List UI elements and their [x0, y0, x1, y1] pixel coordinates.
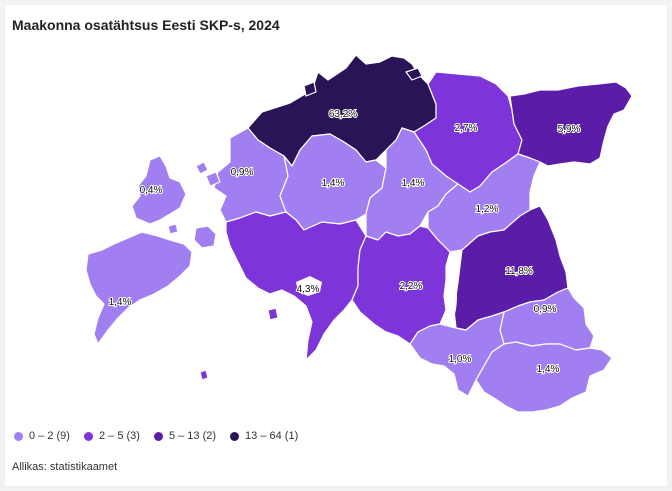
map-title: Maakonna osatähtsus Eesti SKP-s, 2024 — [12, 17, 280, 33]
legend-item[interactable]: 13 – 64 (1) — [230, 430, 298, 442]
legend-swatch — [230, 431, 240, 441]
label-viljandi: 2,2% — [400, 281, 423, 292]
legend-swatch — [83, 431, 93, 441]
legend-label: 13 – 64 (1) — [245, 430, 299, 442]
label-voru: 1,4% — [537, 364, 560, 375]
label-jarva: 1,4% — [402, 178, 425, 189]
county-hiiu[interactable] — [131, 155, 187, 225]
label-parnu: 4,3% — [297, 284, 320, 295]
lake-parnu-bay — [296, 276, 322, 296]
label-ida-viru: 5,9% — [558, 124, 581, 135]
label-hiiu: 0,4% — [140, 185, 163, 196]
label-laane-viru: 2,7% — [455, 123, 478, 134]
label-harju: 63,2% — [329, 109, 357, 120]
county-saare-islands — [167, 223, 217, 249]
county-harju-islands — [303, 67, 423, 97]
label-rapla: 1,4% — [322, 178, 345, 189]
county-laane-islands — [195, 161, 221, 187]
legend-swatch — [153, 431, 163, 441]
legend-label: 5 – 13 (2) — [168, 430, 217, 442]
label-tartu: 11,8% — [505, 266, 533, 277]
legend-label: 2 – 5 (3) — [98, 430, 140, 442]
legend-item[interactable]: 5 – 13 (2) — [153, 430, 217, 442]
lake-vortsjarv — [445, 272, 457, 320]
county-jarva[interactable] — [365, 127, 459, 241]
legend: 0 – 2 (9) 2 – 5 (3) 5 – 13 (2) 13 – 64 (… — [14, 430, 298, 442]
legend-item[interactable]: 2 – 5 (3) — [83, 430, 140, 442]
county-saare[interactable] — [85, 231, 193, 345]
label-jogeva: 1,2% — [476, 204, 499, 215]
county-parnu[interactable] — [225, 211, 367, 361]
label-saare: 1,4% — [109, 297, 132, 308]
county-viljandi[interactable] — [351, 225, 451, 345]
label-polva: 0,9% — [534, 304, 557, 315]
legend-swatch — [14, 431, 23, 441]
county-voru[interactable] — [475, 341, 613, 413]
label-laane: 0,9% — [231, 167, 254, 178]
source-note: Allikas: statistikaamet — [12, 461, 118, 473]
legend-item[interactable]: 0 – 2 (9) — [14, 430, 70, 442]
label-valga: 1,0% — [449, 354, 472, 365]
county-parnu-islands — [199, 307, 279, 381]
legend-label: 0 – 2 (9) — [29, 430, 70, 442]
